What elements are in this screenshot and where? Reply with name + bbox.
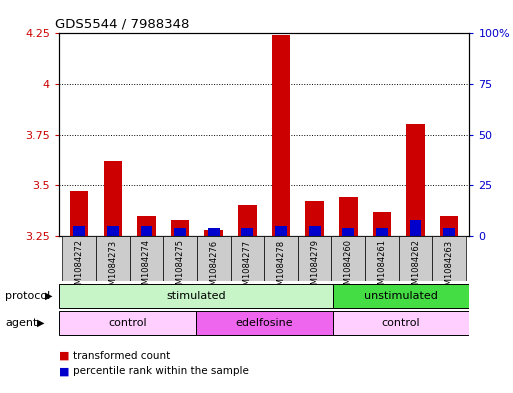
Bar — [196, 311, 332, 335]
Bar — [440, 215, 459, 236]
Text: GSM1084278: GSM1084278 — [277, 239, 286, 296]
Bar — [208, 228, 220, 236]
Text: protocol: protocol — [5, 290, 50, 301]
Text: unstimulated: unstimulated — [364, 291, 438, 301]
Text: agent: agent — [5, 318, 37, 328]
Bar — [197, 236, 230, 281]
Text: control: control — [382, 318, 420, 328]
Bar — [275, 226, 287, 236]
Text: GSM1084260: GSM1084260 — [344, 239, 353, 296]
Text: GSM1084261: GSM1084261 — [378, 239, 386, 296]
Bar — [174, 228, 186, 236]
Bar — [163, 236, 197, 281]
Bar — [410, 220, 422, 236]
Bar — [63, 236, 96, 281]
Bar — [130, 236, 163, 281]
Bar — [242, 228, 253, 236]
Text: GSM1084262: GSM1084262 — [411, 239, 420, 296]
Text: GSM1084263: GSM1084263 — [445, 239, 453, 296]
Bar — [332, 284, 469, 308]
Bar — [365, 236, 399, 281]
Bar — [305, 201, 324, 236]
Text: stimulated: stimulated — [166, 291, 226, 301]
Bar — [238, 206, 256, 236]
Bar — [298, 236, 331, 281]
Text: GSM1084277: GSM1084277 — [243, 239, 252, 296]
Text: GSM1084272: GSM1084272 — [75, 239, 84, 296]
Bar — [137, 215, 156, 236]
Text: GSM1084276: GSM1084276 — [209, 239, 218, 296]
Bar — [70, 191, 88, 236]
Bar — [141, 226, 152, 236]
Text: ▶: ▶ — [37, 318, 45, 328]
Bar — [59, 284, 332, 308]
Text: GSM1084274: GSM1084274 — [142, 239, 151, 296]
Text: GSM1084279: GSM1084279 — [310, 239, 319, 296]
Bar — [104, 161, 122, 236]
Bar — [96, 236, 130, 281]
Bar — [272, 35, 290, 236]
Bar — [339, 197, 358, 236]
Text: control: control — [108, 318, 147, 328]
Bar — [406, 125, 425, 236]
Text: ▶: ▶ — [45, 290, 53, 301]
Bar — [443, 228, 455, 236]
Bar — [376, 228, 388, 236]
Bar — [107, 226, 119, 236]
Text: GDS5544 / 7988348: GDS5544 / 7988348 — [55, 18, 189, 31]
Bar — [331, 236, 365, 281]
Text: ■: ■ — [59, 351, 69, 361]
Bar — [332, 311, 469, 335]
Text: percentile rank within the sample: percentile rank within the sample — [73, 366, 249, 376]
Bar — [309, 226, 321, 236]
Bar — [230, 236, 264, 281]
Bar — [372, 211, 391, 236]
Bar — [264, 236, 298, 281]
Bar — [342, 228, 354, 236]
Text: GSM1084273: GSM1084273 — [108, 239, 117, 296]
Bar — [432, 236, 466, 281]
Bar — [171, 220, 189, 236]
Text: transformed count: transformed count — [73, 351, 171, 361]
Bar — [59, 311, 196, 335]
Text: edelfosine: edelfosine — [235, 318, 293, 328]
Bar — [399, 236, 432, 281]
Bar — [205, 230, 223, 236]
Text: GSM1084275: GSM1084275 — [175, 239, 185, 296]
Bar — [73, 226, 85, 236]
Text: ■: ■ — [59, 366, 69, 376]
